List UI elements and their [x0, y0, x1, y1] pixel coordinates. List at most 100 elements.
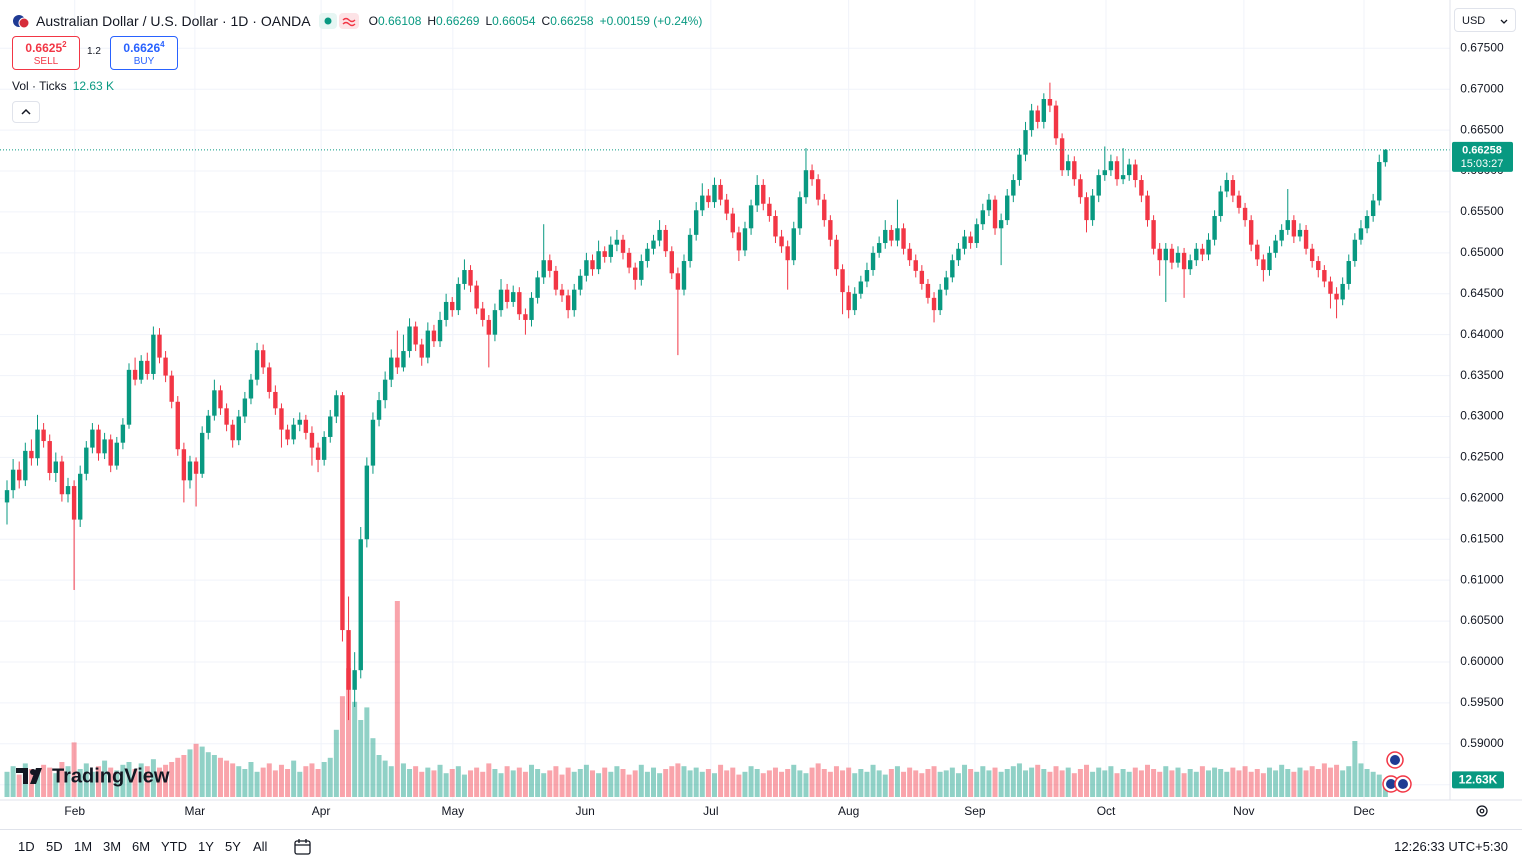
volume-bar [1120, 769, 1126, 797]
volume-bar [272, 770, 278, 797]
x-tick-label: Jun [576, 804, 595, 818]
candle-body [1059, 138, 1065, 171]
volume-bar [65, 766, 71, 797]
candle-body [401, 351, 406, 368]
volume-bar [1376, 774, 1382, 797]
range-button[interactable]: 1Y [198, 839, 214, 854]
candle-body [90, 429, 95, 448]
candle-body [632, 267, 638, 280]
volume-bar [541, 773, 547, 797]
y-tick-label: 0.67500 [1460, 40, 1504, 54]
candle-body [309, 432, 315, 448]
volume-bar [553, 766, 559, 797]
range-button[interactable]: 1D [18, 839, 35, 854]
price-badge [1452, 141, 1513, 172]
calendar-button[interactable] [292, 837, 314, 857]
price-badge-countdown: 15:03:27 [1461, 158, 1504, 170]
range-button[interactable]: YTD [161, 839, 187, 854]
volume-bar [590, 770, 596, 797]
candle-body [687, 234, 693, 262]
candle-body [608, 244, 613, 257]
candle-body [1096, 175, 1101, 196]
candle-body [376, 400, 382, 420]
volume-bar [852, 773, 858, 797]
candle-body [706, 195, 711, 203]
range-button[interactable]: 1M [74, 839, 93, 854]
volume-bar [224, 760, 230, 797]
candle-body [1187, 260, 1193, 270]
candle-body [815, 179, 821, 200]
range-button[interactable]: 5Y [225, 839, 241, 854]
buy-button[interactable]: 0.66264 BUY [110, 36, 178, 70]
volume-bar [1352, 741, 1358, 797]
volume-badge-value: 12.63K [1459, 772, 1498, 786]
volume-bar [498, 773, 504, 797]
currency-dropdown[interactable]: USD [1454, 8, 1516, 32]
candle-body [1291, 220, 1297, 237]
x-tick-label: Sep [964, 804, 986, 818]
volume-bar [827, 771, 833, 797]
candle-body [1145, 195, 1150, 221]
range-button[interactable]: 3M [103, 839, 122, 854]
candle-body [47, 441, 52, 473]
volume-bar [1340, 770, 1346, 797]
candle-body [187, 461, 193, 481]
candle-body [260, 350, 266, 368]
candle-body [1261, 259, 1266, 271]
candle-body [59, 461, 65, 495]
volume-bar [705, 769, 711, 797]
candle-body [1206, 239, 1211, 255]
volume-bar [47, 767, 53, 797]
volume-bar [1047, 771, 1053, 797]
candle-body [535, 277, 540, 298]
candle-body [145, 360, 150, 374]
candle-body [700, 195, 705, 211]
volume-bar [1279, 764, 1285, 797]
candle-body [980, 210, 986, 225]
candle-body [773, 216, 778, 237]
candle-body [681, 261, 687, 290]
candle-body [35, 429, 40, 459]
volume-bar [230, 763, 236, 797]
candle-body [1181, 252, 1187, 270]
volume-bar [882, 774, 888, 797]
candle-body [931, 297, 937, 311]
flag-inner [1390, 755, 1400, 765]
range-button[interactable]: 5D [46, 839, 63, 854]
volume-bar [382, 760, 388, 797]
candle-body [267, 367, 272, 392]
candle-body [17, 469, 22, 481]
settings-button[interactable] [1476, 805, 1488, 817]
candle-body [114, 442, 119, 466]
volume-bar [1157, 771, 1163, 797]
candle-body [71, 486, 77, 520]
volume-bar [297, 771, 303, 797]
candle-body [1200, 248, 1205, 255]
volume-bar [419, 771, 425, 797]
volume-name: Vol · Ticks [12, 79, 67, 93]
candle-body [1194, 248, 1199, 261]
volume-bar [547, 770, 553, 797]
candle-body [1218, 191, 1223, 217]
volume-bar [1126, 771, 1132, 797]
volume-bar [1175, 767, 1181, 797]
flag-inner [1386, 779, 1396, 789]
candle-body [175, 401, 180, 450]
volume-bar [358, 720, 364, 797]
candle-body [425, 330, 431, 358]
candle-body [157, 334, 162, 358]
sell-button[interactable]: 0.66252 SELL [12, 36, 80, 70]
volume-bar [596, 773, 602, 797]
status-icons [318, 13, 359, 29]
volume-bar [400, 763, 406, 797]
candle-body [352, 670, 357, 690]
volume-bar [858, 769, 864, 797]
collapse-button[interactable] [12, 101, 40, 123]
ohlc-value: 0.66258 [550, 14, 594, 28]
candle-body [553, 270, 559, 290]
candle-body [614, 239, 620, 245]
range-button[interactable]: All [253, 839, 268, 854]
range-button[interactable]: 6M [132, 839, 151, 854]
event-flags [1382, 751, 1412, 793]
